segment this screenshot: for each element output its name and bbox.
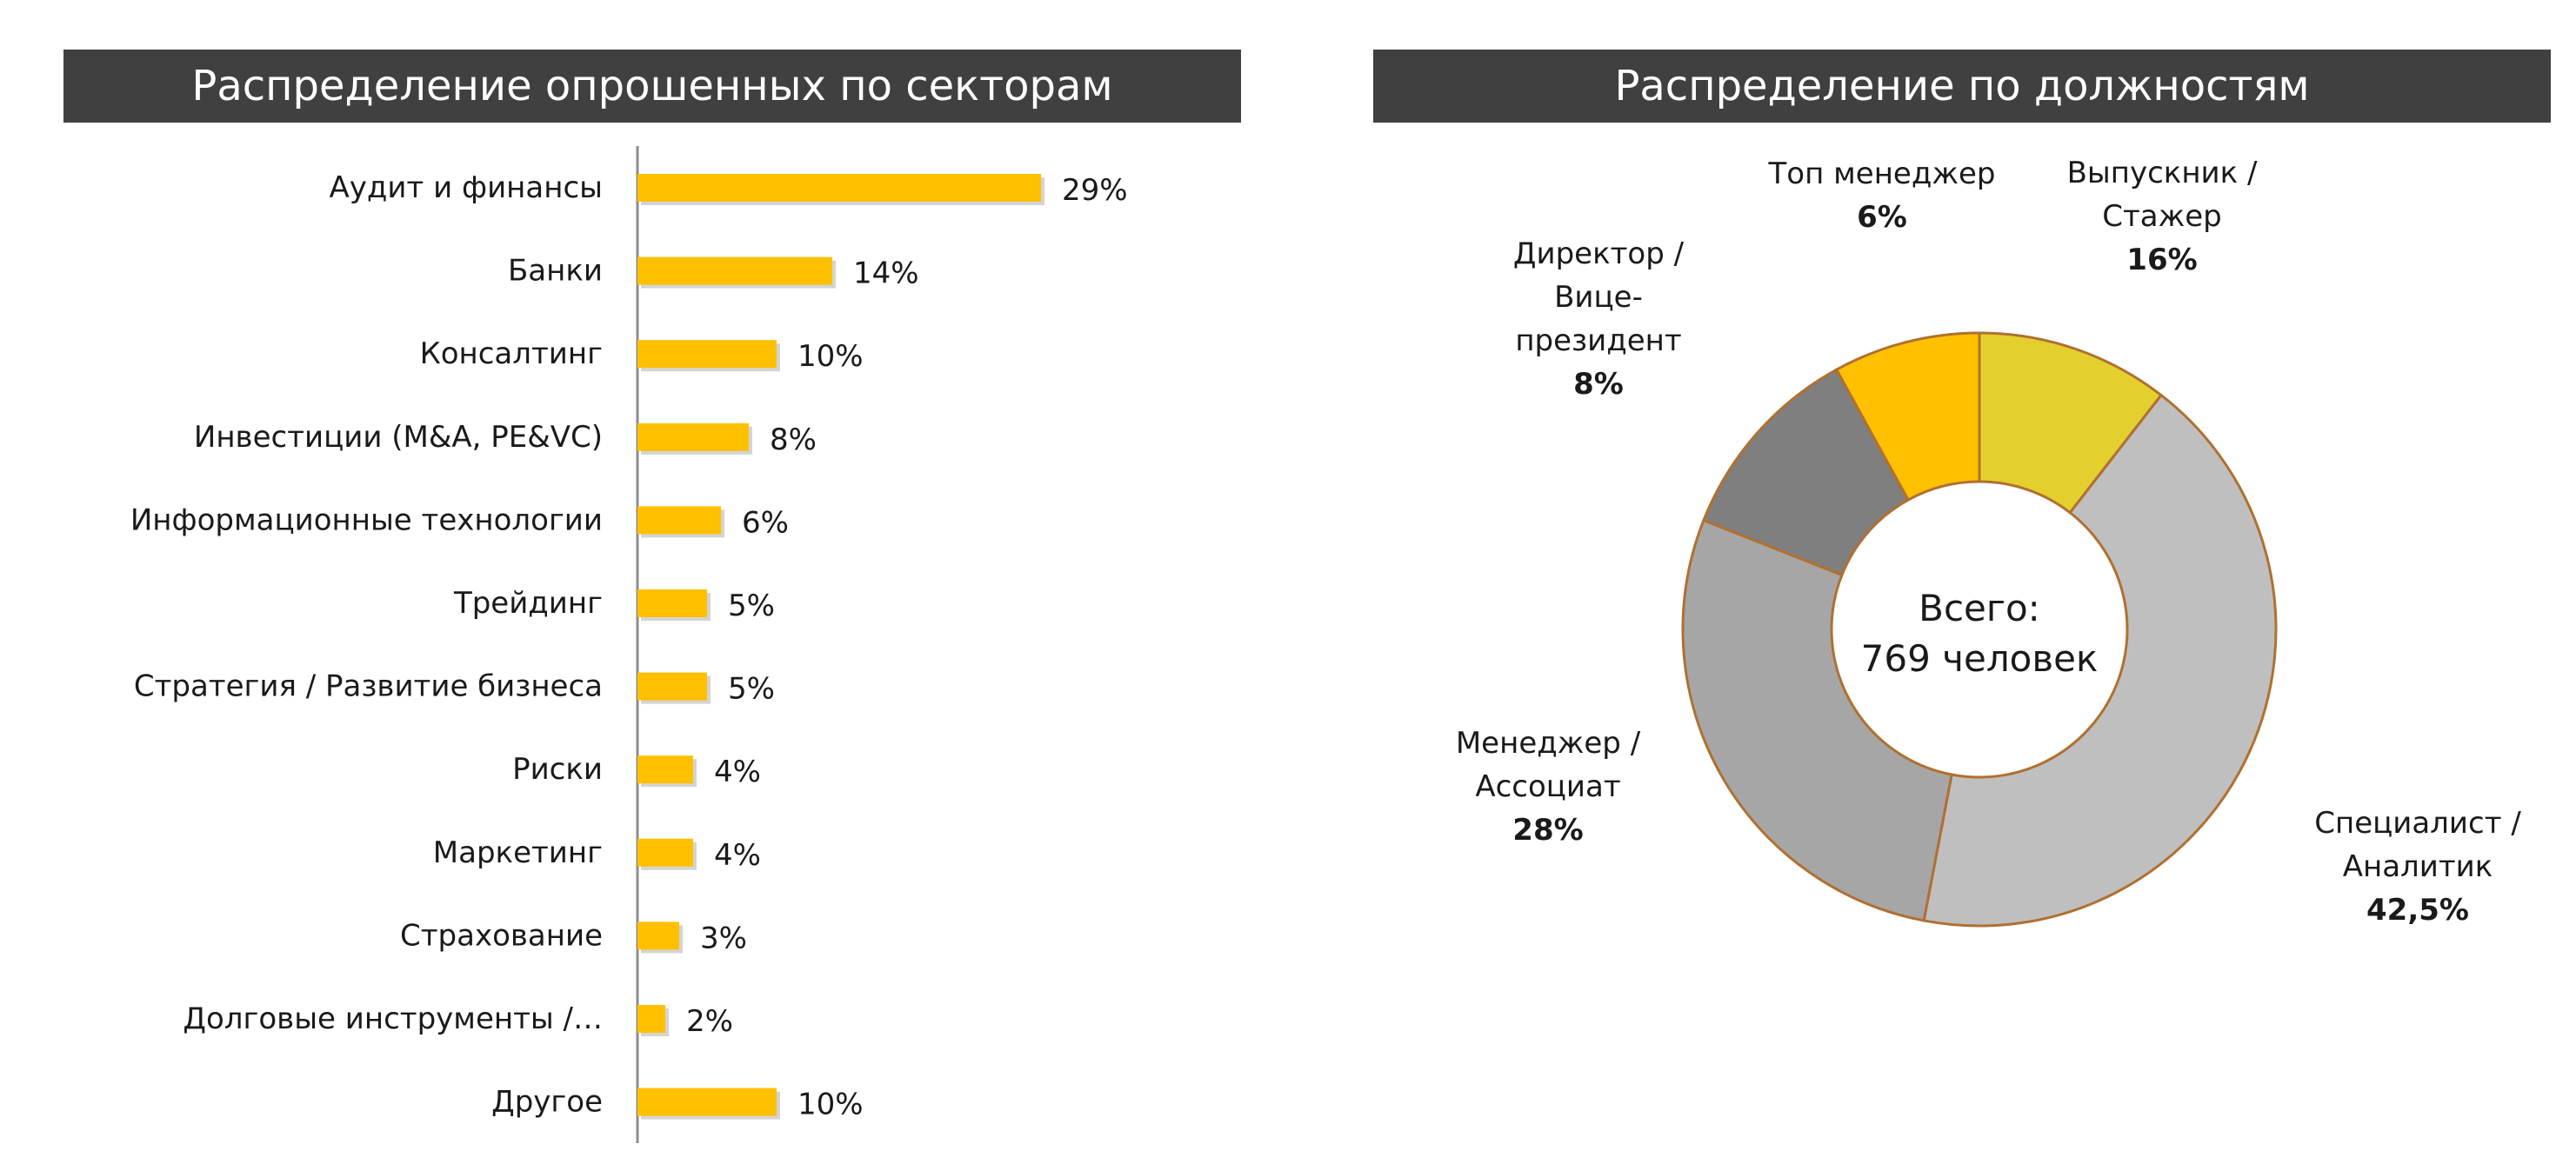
bar-value-label: 6% <box>742 505 789 540</box>
category-label: Информационные технологии <box>130 502 603 537</box>
bar <box>637 174 1041 202</box>
category-label: Долговые инструменты /… <box>183 1001 603 1036</box>
slice-name-label: президент <box>1515 323 1681 358</box>
bar <box>637 1005 665 1033</box>
bar-value-label: 4% <box>714 838 761 873</box>
bar-value-label: 8% <box>770 422 817 457</box>
bar-value-label: 5% <box>728 672 775 707</box>
donut-center-text: 769 человек <box>1861 637 2099 680</box>
bar-value-label: 10% <box>797 1088 864 1122</box>
donut-slice <box>1702 368 1911 577</box>
donut-slice <box>1681 518 1953 922</box>
bar <box>637 422 749 451</box>
bar-value-label: 10% <box>797 339 864 374</box>
category-label: Другое <box>491 1085 603 1120</box>
slice-name-label: Директор / <box>1513 236 1685 271</box>
slice-name-label: Ассоциат <box>1475 769 1620 804</box>
bar-value-label: 14% <box>853 256 919 291</box>
donut-slice <box>1834 331 1981 502</box>
bar-value-label: 29% <box>1062 173 1128 208</box>
slice-percent-label: 8% <box>1573 367 1624 402</box>
bar <box>637 256 832 285</box>
bar-value-label: 3% <box>700 921 747 955</box>
bar <box>637 921 679 950</box>
category-label: Консалтинг <box>420 336 603 371</box>
slice-percent-label: 42,5% <box>2366 893 2469 928</box>
bar <box>637 340 777 369</box>
category-label: Маркетинг <box>433 835 603 870</box>
bar-value-label: 2% <box>686 1004 733 1039</box>
slice-name-label: Аналитик <box>2343 849 2493 884</box>
category-label: Риски <box>512 752 603 787</box>
category-label: Стратегия / Развитие бизнеса <box>134 669 603 704</box>
slice-name-label: Специалист / <box>2314 806 2521 841</box>
category-label: Аудит и финансы <box>330 170 604 205</box>
slice-name-label: Выпускник / <box>2067 156 2258 190</box>
sector-chart-title: Распределение опрошенных по секторам <box>63 50 1241 123</box>
category-label: Страхование <box>400 918 603 953</box>
category-label: Инвестиции (M&A, PE&VC) <box>194 420 603 455</box>
bar <box>637 838 693 867</box>
slice-percent-label: 6% <box>1857 200 1907 235</box>
slice-name-label: Менеджер / <box>1456 726 1641 761</box>
slice-percent-label: 28% <box>1512 813 1583 848</box>
bar <box>637 589 707 617</box>
bar-value-label: 4% <box>714 755 761 789</box>
position-chart-title: Распределение по должностям <box>1373 50 2551 123</box>
bar-value-label: 5% <box>728 589 775 623</box>
bar <box>637 755 693 784</box>
donut-center-text: Всего: <box>1919 587 2040 629</box>
category-label: Трейдинг <box>453 586 603 621</box>
category-label: Банки <box>508 254 603 289</box>
bar <box>637 506 721 535</box>
slice-name-label: Вице- <box>1554 280 1643 315</box>
slice-percent-label: 16% <box>2126 243 2197 277</box>
slice-name-label: Стажер <box>2102 199 2222 234</box>
donut-slice <box>1922 393 2278 928</box>
sector-bar-chart: Аудит и финансы 29% Банки 14% Консалтинг 10% И… <box>130 146 1128 1143</box>
bar <box>637 672 707 701</box>
slice-name-label: Топ менеджер <box>1768 156 1996 191</box>
bar <box>637 1088 777 1116</box>
